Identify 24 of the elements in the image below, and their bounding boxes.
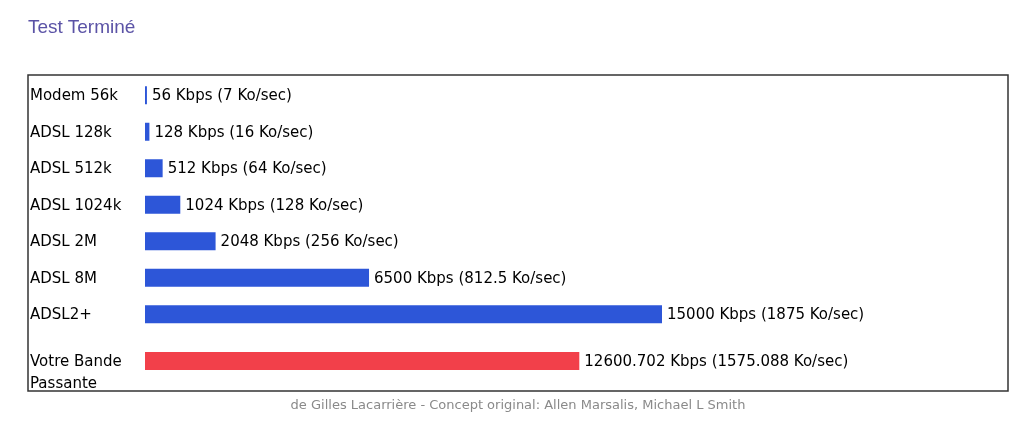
bar: [145, 159, 163, 178]
data-label: 1024 Kbps (128 Ko/sec): [185, 195, 364, 214]
y-tick-label: Votre Bande Passante: [30, 352, 122, 392]
bar: [145, 195, 181, 214]
bar: [145, 232, 216, 251]
bar: [145, 305, 662, 324]
y-tick-label: ADSL 1024k: [30, 195, 122, 214]
y-tick-label: Modem 56k: [30, 86, 119, 105]
y-tick-label: ADSL 2M: [30, 232, 97, 251]
y-tick-label: ADSL 512k: [30, 159, 113, 178]
y-tick-label: ADSL 8M: [30, 268, 97, 287]
data-label: 6500 Kbps (812.5 Ko/sec): [374, 268, 567, 287]
data-label: 512 Kbps (64 Ko/sec): [167, 159, 327, 178]
data-label: 56 Kbps (7 Ko/sec): [151, 86, 292, 105]
data-label: 128 Kbps (16 Ko/sec): [154, 122, 314, 141]
bar: [145, 122, 150, 141]
data-label: 12600.702 Kbps (1575.088 Ko/sec): [584, 352, 849, 370]
y-tick-label: ADSL 128k: [30, 122, 113, 141]
y-tick-label: ADSL2+: [30, 305, 92, 324]
data-label: 15000 Kbps (1875 Ko/sec): [667, 305, 865, 324]
bar: [145, 268, 370, 287]
text: de Gilles Lacarrière - Concept original: Allen Marsalis, Michael L Smith: [290, 397, 746, 412]
data-label: 2048 Kbps (256 Ko/sec): [220, 232, 399, 251]
chart-title: Test Terminé: [28, 16, 136, 37]
